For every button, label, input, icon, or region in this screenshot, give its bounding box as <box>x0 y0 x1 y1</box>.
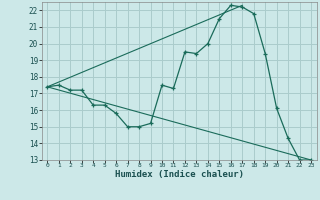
X-axis label: Humidex (Indice chaleur): Humidex (Indice chaleur) <box>115 170 244 179</box>
